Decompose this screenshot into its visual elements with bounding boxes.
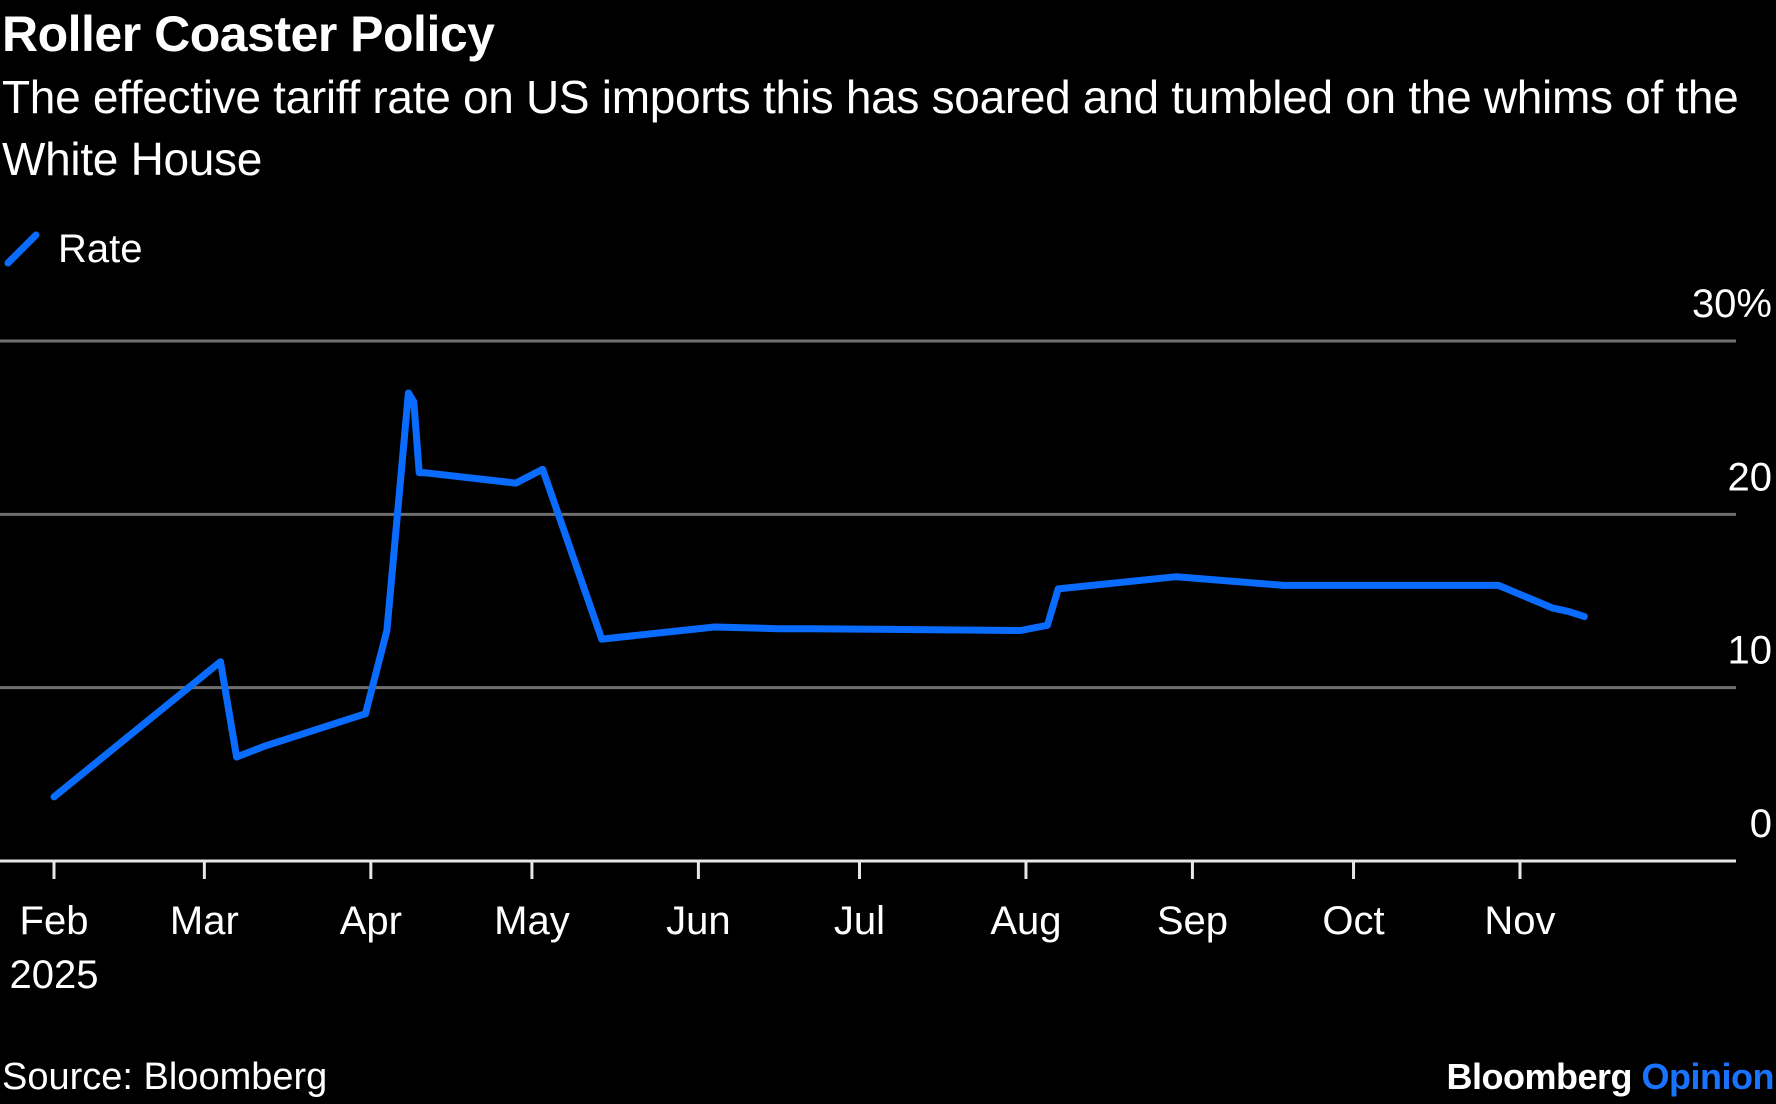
brand-logo: Bloomberg Opinion — [1447, 1053, 1775, 1101]
source-note: Source: Bloomberg — [2, 1056, 328, 1098]
brand-primary: Bloomberg — [1446, 1056, 1633, 1097]
series-line-rate — [50, 389, 1588, 801]
x-tick-label-apr: Apr — [340, 899, 402, 943]
y-tick-label-30: 30% — [1692, 282, 1772, 326]
y-tick-label-10: 10 — [1728, 629, 1773, 673]
x-tick-label-mar: Mar — [170, 899, 239, 943]
grid-layer — [0, 339, 1736, 690]
y-tick-label-0: 0 — [1750, 802, 1772, 846]
line-chart: 0 10 20 30% Feb Mar Apr May Jun Jul Aug Sep Oct Nov 20… — [0, 282, 1772, 997]
x-tick-label-aug: Aug — [990, 899, 1061, 943]
x-tick-label-nov: Nov — [1484, 899, 1555, 943]
series-layer — [50, 389, 1588, 801]
x-tick-label-may: May — [494, 899, 570, 943]
chart-subtitle: The effective tariff rate on US imports … — [2, 71, 1739, 185]
legend: Rate — [2, 224, 143, 274]
x-year-label: 2025 — [10, 953, 99, 997]
x-tick-label-feb: Feb — [20, 899, 89, 943]
axis-layer: 0 10 20 30% Feb Mar Apr May Jun Jul Aug Sep Oct Nov 20… — [0, 282, 1772, 997]
legend-label-rate: Rate — [58, 226, 143, 271]
x-tick-label-jul: Jul — [834, 899, 885, 943]
x-tick-label-sep: Sep — [1157, 899, 1228, 943]
y-tick-label-20: 20 — [1728, 455, 1773, 499]
x-tick-label-oct: Oct — [1322, 899, 1384, 943]
brand-secondary: Opinion — [1641, 1056, 1775, 1097]
legend-swatch-rate — [4, 231, 40, 267]
chart-title: Roller Coaster Policy — [2, 6, 495, 62]
x-tick-label-jun: Jun — [666, 899, 731, 943]
